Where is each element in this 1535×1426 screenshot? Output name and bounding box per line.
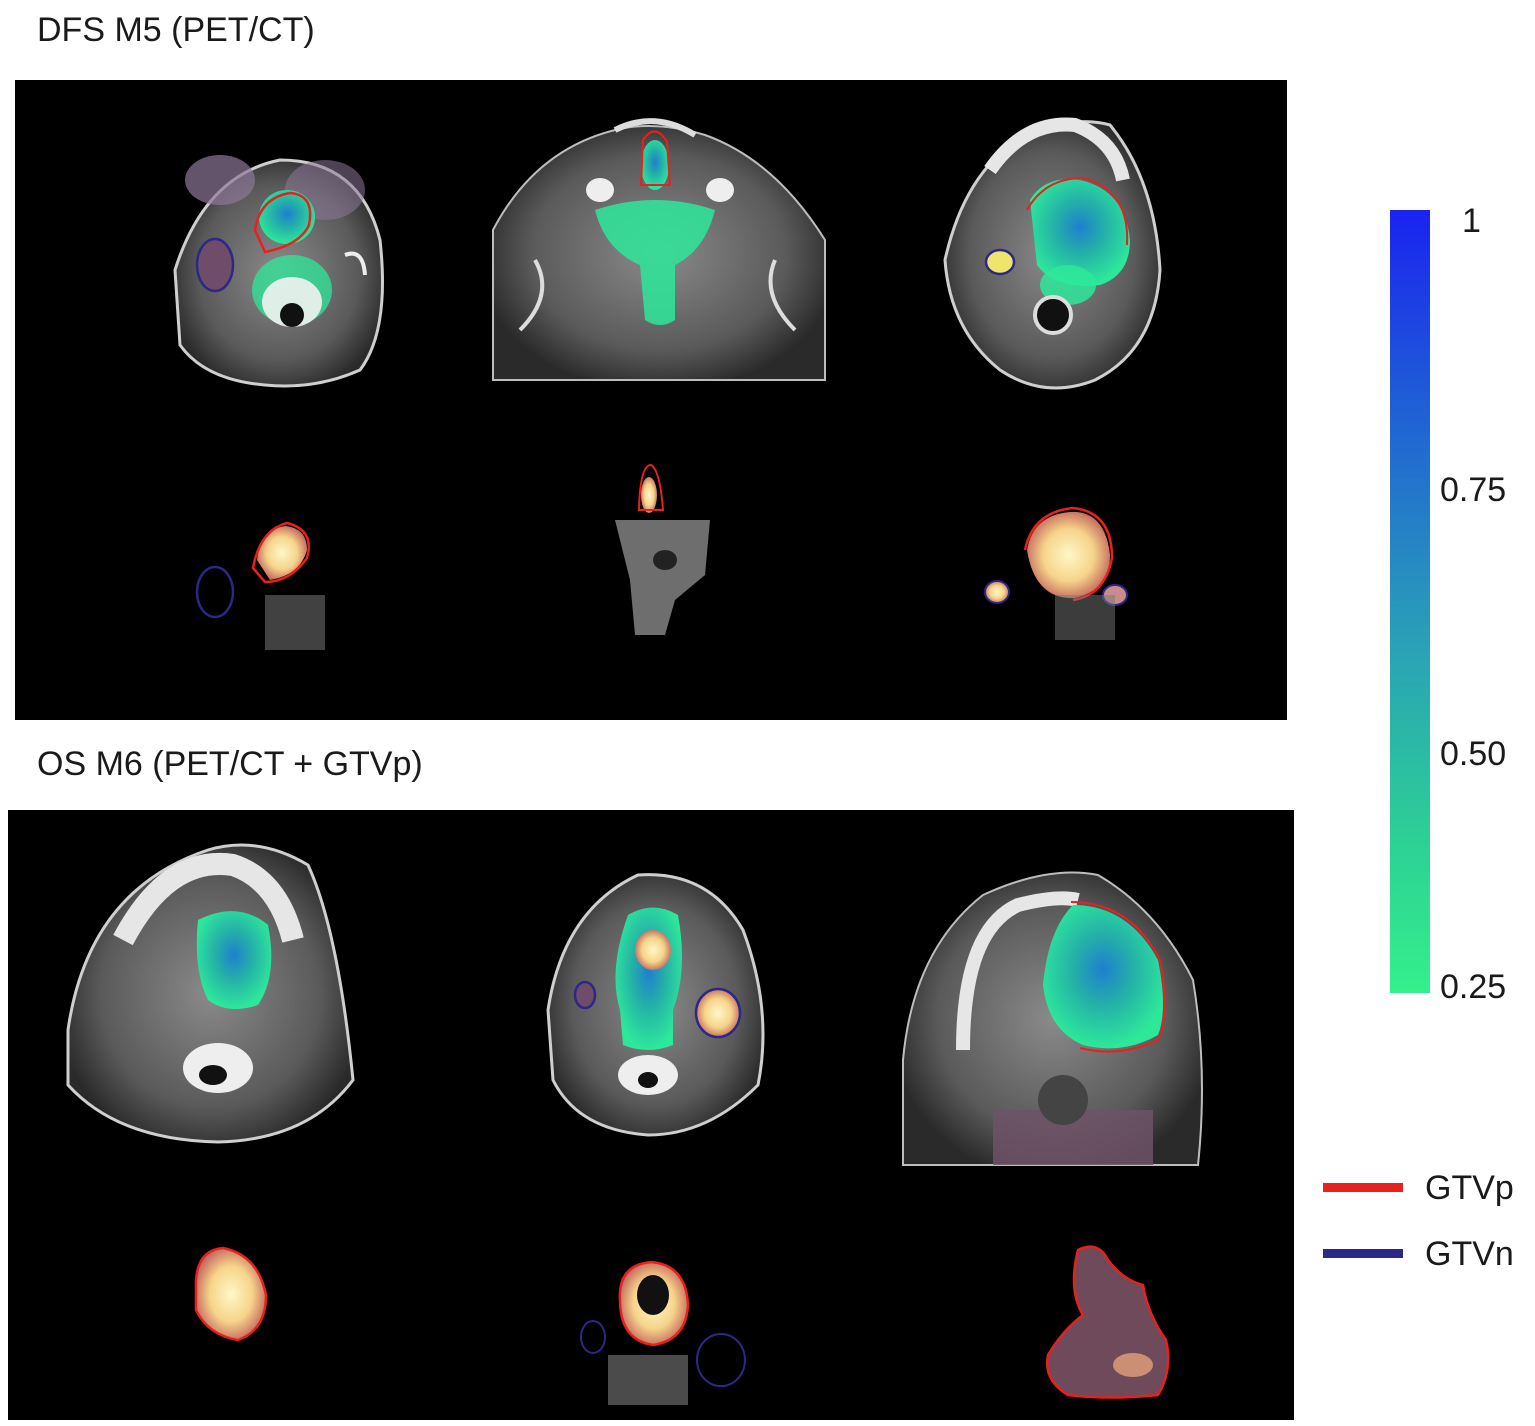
colorbar-tick-label: 0.75 — [1440, 471, 1507, 509]
colorbar-tick-label: 1 — [1462, 202, 1481, 240]
scan-ct-middle — [492, 118, 826, 381]
heatmap-right — [1045, 1245, 1170, 1399]
scan-ct-left — [66, 843, 355, 1144]
scan-ct-right — [943, 117, 1162, 390]
os-m6-scans — [66, 843, 1203, 1405]
bottom-panel-title: OS M6 (PET/CT + GTVp) — [37, 745, 423, 783]
legend-label-gtvp: GTVp — [1425, 1169, 1514, 1207]
heatmap-left — [195, 521, 325, 650]
heatmap-left — [194, 1246, 268, 1342]
scan-ct-right — [902, 871, 1203, 1166]
colorbar — [1390, 210, 1430, 993]
heatmap-middle — [615, 463, 710, 635]
scan-ct-left — [173, 155, 384, 388]
scan-ct-middle — [546, 873, 765, 1137]
top-panel-title: DFS M5 (PET/CT) — [37, 11, 315, 49]
os-m6-image-panel — [8, 810, 1294, 1420]
colorbar-tick-label: 0.50 — [1440, 735, 1507, 773]
legend-swatch-gtvn — [1323, 1249, 1403, 1258]
heatmap-right — [984, 506, 1128, 640]
legend-swatch-gtvp — [1323, 1183, 1403, 1192]
colorbar-tick-label: 0.25 — [1440, 968, 1507, 1006]
dfs-m5-scans — [173, 117, 1162, 650]
legend-label-gtvn: GTVn — [1425, 1235, 1514, 1273]
heatmap-middle — [580, 1260, 746, 1405]
dfs-m5-image-panel — [15, 80, 1287, 720]
